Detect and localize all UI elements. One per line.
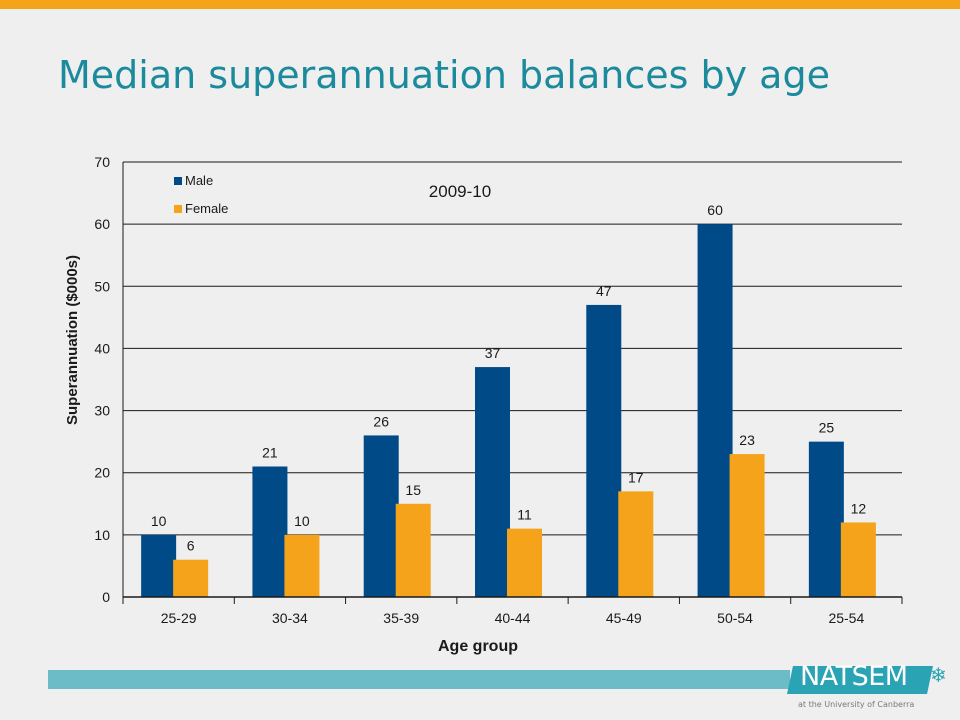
data-label: 12 (851, 500, 867, 516)
data-label: 60 (707, 202, 723, 218)
top-accent-bar (0, 0, 960, 9)
data-label: 23 (739, 432, 755, 448)
y-tick-label: 70 (94, 154, 110, 170)
bar-male-35-39 (363, 435, 399, 597)
bar-male-40-44 (475, 367, 510, 597)
data-label: 21 (262, 445, 278, 461)
bar-male-25-54 (808, 441, 844, 597)
chart-title: 2009-10 (429, 182, 491, 201)
x-tick-label: 35-39 (383, 610, 419, 626)
y-tick-label: 30 (94, 403, 110, 419)
bar-female-35-39 (395, 503, 431, 597)
legend-label: Female (185, 201, 228, 216)
x-axis-title: Age group (438, 638, 518, 655)
x-tick-label: 40-44 (495, 610, 531, 626)
y-tick-label: 60 (94, 216, 110, 232)
natsem-logo: NATSEM ❄ at the University of Canberra (787, 660, 950, 710)
x-tick-label: 50-54 (717, 610, 753, 626)
data-label: 10 (294, 513, 310, 529)
bar-female-25-54 (840, 522, 876, 597)
bar-female-50-54 (729, 454, 765, 597)
logo-tagline: at the University of Canberra (798, 700, 915, 709)
bar-female-40-44 (507, 528, 542, 597)
y-tick-label: 10 (94, 527, 110, 543)
data-label: 47 (596, 283, 612, 299)
legend-swatch-female (174, 205, 182, 213)
data-label: 25 (819, 420, 835, 436)
bar-male-50-54 (697, 224, 733, 597)
y-axis-title: Superannuation ($000s) (64, 255, 81, 425)
data-label: 11 (517, 507, 532, 523)
x-tick-label: 30-34 (272, 610, 308, 626)
x-tick-label: 25-54 (828, 610, 864, 626)
bar-male-25-29 (141, 534, 177, 597)
bar-male-30-34 (252, 466, 288, 597)
bar-female-30-34 (284, 534, 320, 597)
legend-swatch-male (174, 177, 182, 185)
logo-wordmark: NATSEM (800, 661, 908, 692)
y-tick-label: 50 (94, 278, 110, 294)
y-tick-label: 40 (94, 340, 110, 356)
data-label: 17 (628, 469, 644, 485)
data-label: 6 (187, 538, 195, 554)
data-label: 26 (373, 413, 389, 429)
legend-label: Male (185, 173, 213, 188)
bar-female-45-49 (618, 491, 654, 597)
data-label: 15 (405, 482, 421, 498)
bar-female-25-29 (173, 559, 209, 597)
bar-male-45-49 (586, 304, 622, 597)
footer-strip (48, 670, 790, 689)
data-label: 10 (151, 513, 167, 529)
y-tick-label: 0 (102, 589, 110, 605)
y-tick-label: 20 (94, 465, 110, 481)
x-tick-label: 25-29 (161, 610, 197, 626)
snowflake-icon: ❄ (930, 665, 947, 687)
x-tick-label: 45-49 (606, 610, 642, 626)
data-label: 37 (485, 345, 501, 361)
slide-title: Median superannuation balances by age (58, 53, 830, 97)
